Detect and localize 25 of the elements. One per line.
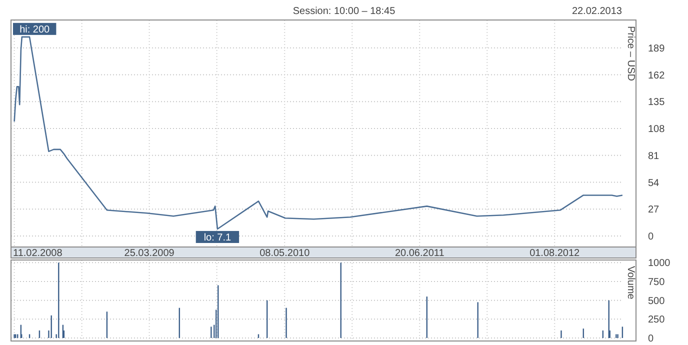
text: 22.02.2013 (572, 6, 622, 17)
y-axis-title: Volume (625, 266, 636, 300)
y-tick-label: 162 (648, 70, 666, 82)
y-tick-label: 27 (648, 204, 660, 216)
chart-title: Session: 10:00 – 18:45 (292, 6, 396, 17)
x-tick-label: 08.05.2010 (260, 248, 310, 259)
annotation: hi: 200 (20, 24, 50, 36)
x-tick-label: 20.06.2011 (394, 248, 445, 259)
x-tick-label: 01.08.2012 (530, 248, 580, 259)
y-tick-label: 250 (648, 314, 666, 326)
y-tick-label: 108 (648, 124, 666, 136)
annotation: lo: 7.1 (204, 232, 232, 244)
y-tick-label: 54 (648, 178, 660, 189)
y-axis-title: Price – USD (625, 26, 636, 82)
y-tick-label: 750 (648, 276, 666, 288)
y-tick-label: 0 (648, 334, 654, 344)
x-tick-label: 25.03.2009 (124, 248, 175, 259)
x-tick-label: 11.02.2008 (13, 248, 63, 259)
y-tick-label: 1000 (648, 258, 671, 270)
y-tick-label: 500 (648, 296, 666, 307)
y-tick-label: 81 (648, 150, 660, 162)
y-tick-label: 135 (648, 97, 666, 108)
y-tick-label: 0 (648, 232, 654, 243)
y-tick-label: 189 (648, 43, 666, 54)
line-series (14, 36, 624, 230)
